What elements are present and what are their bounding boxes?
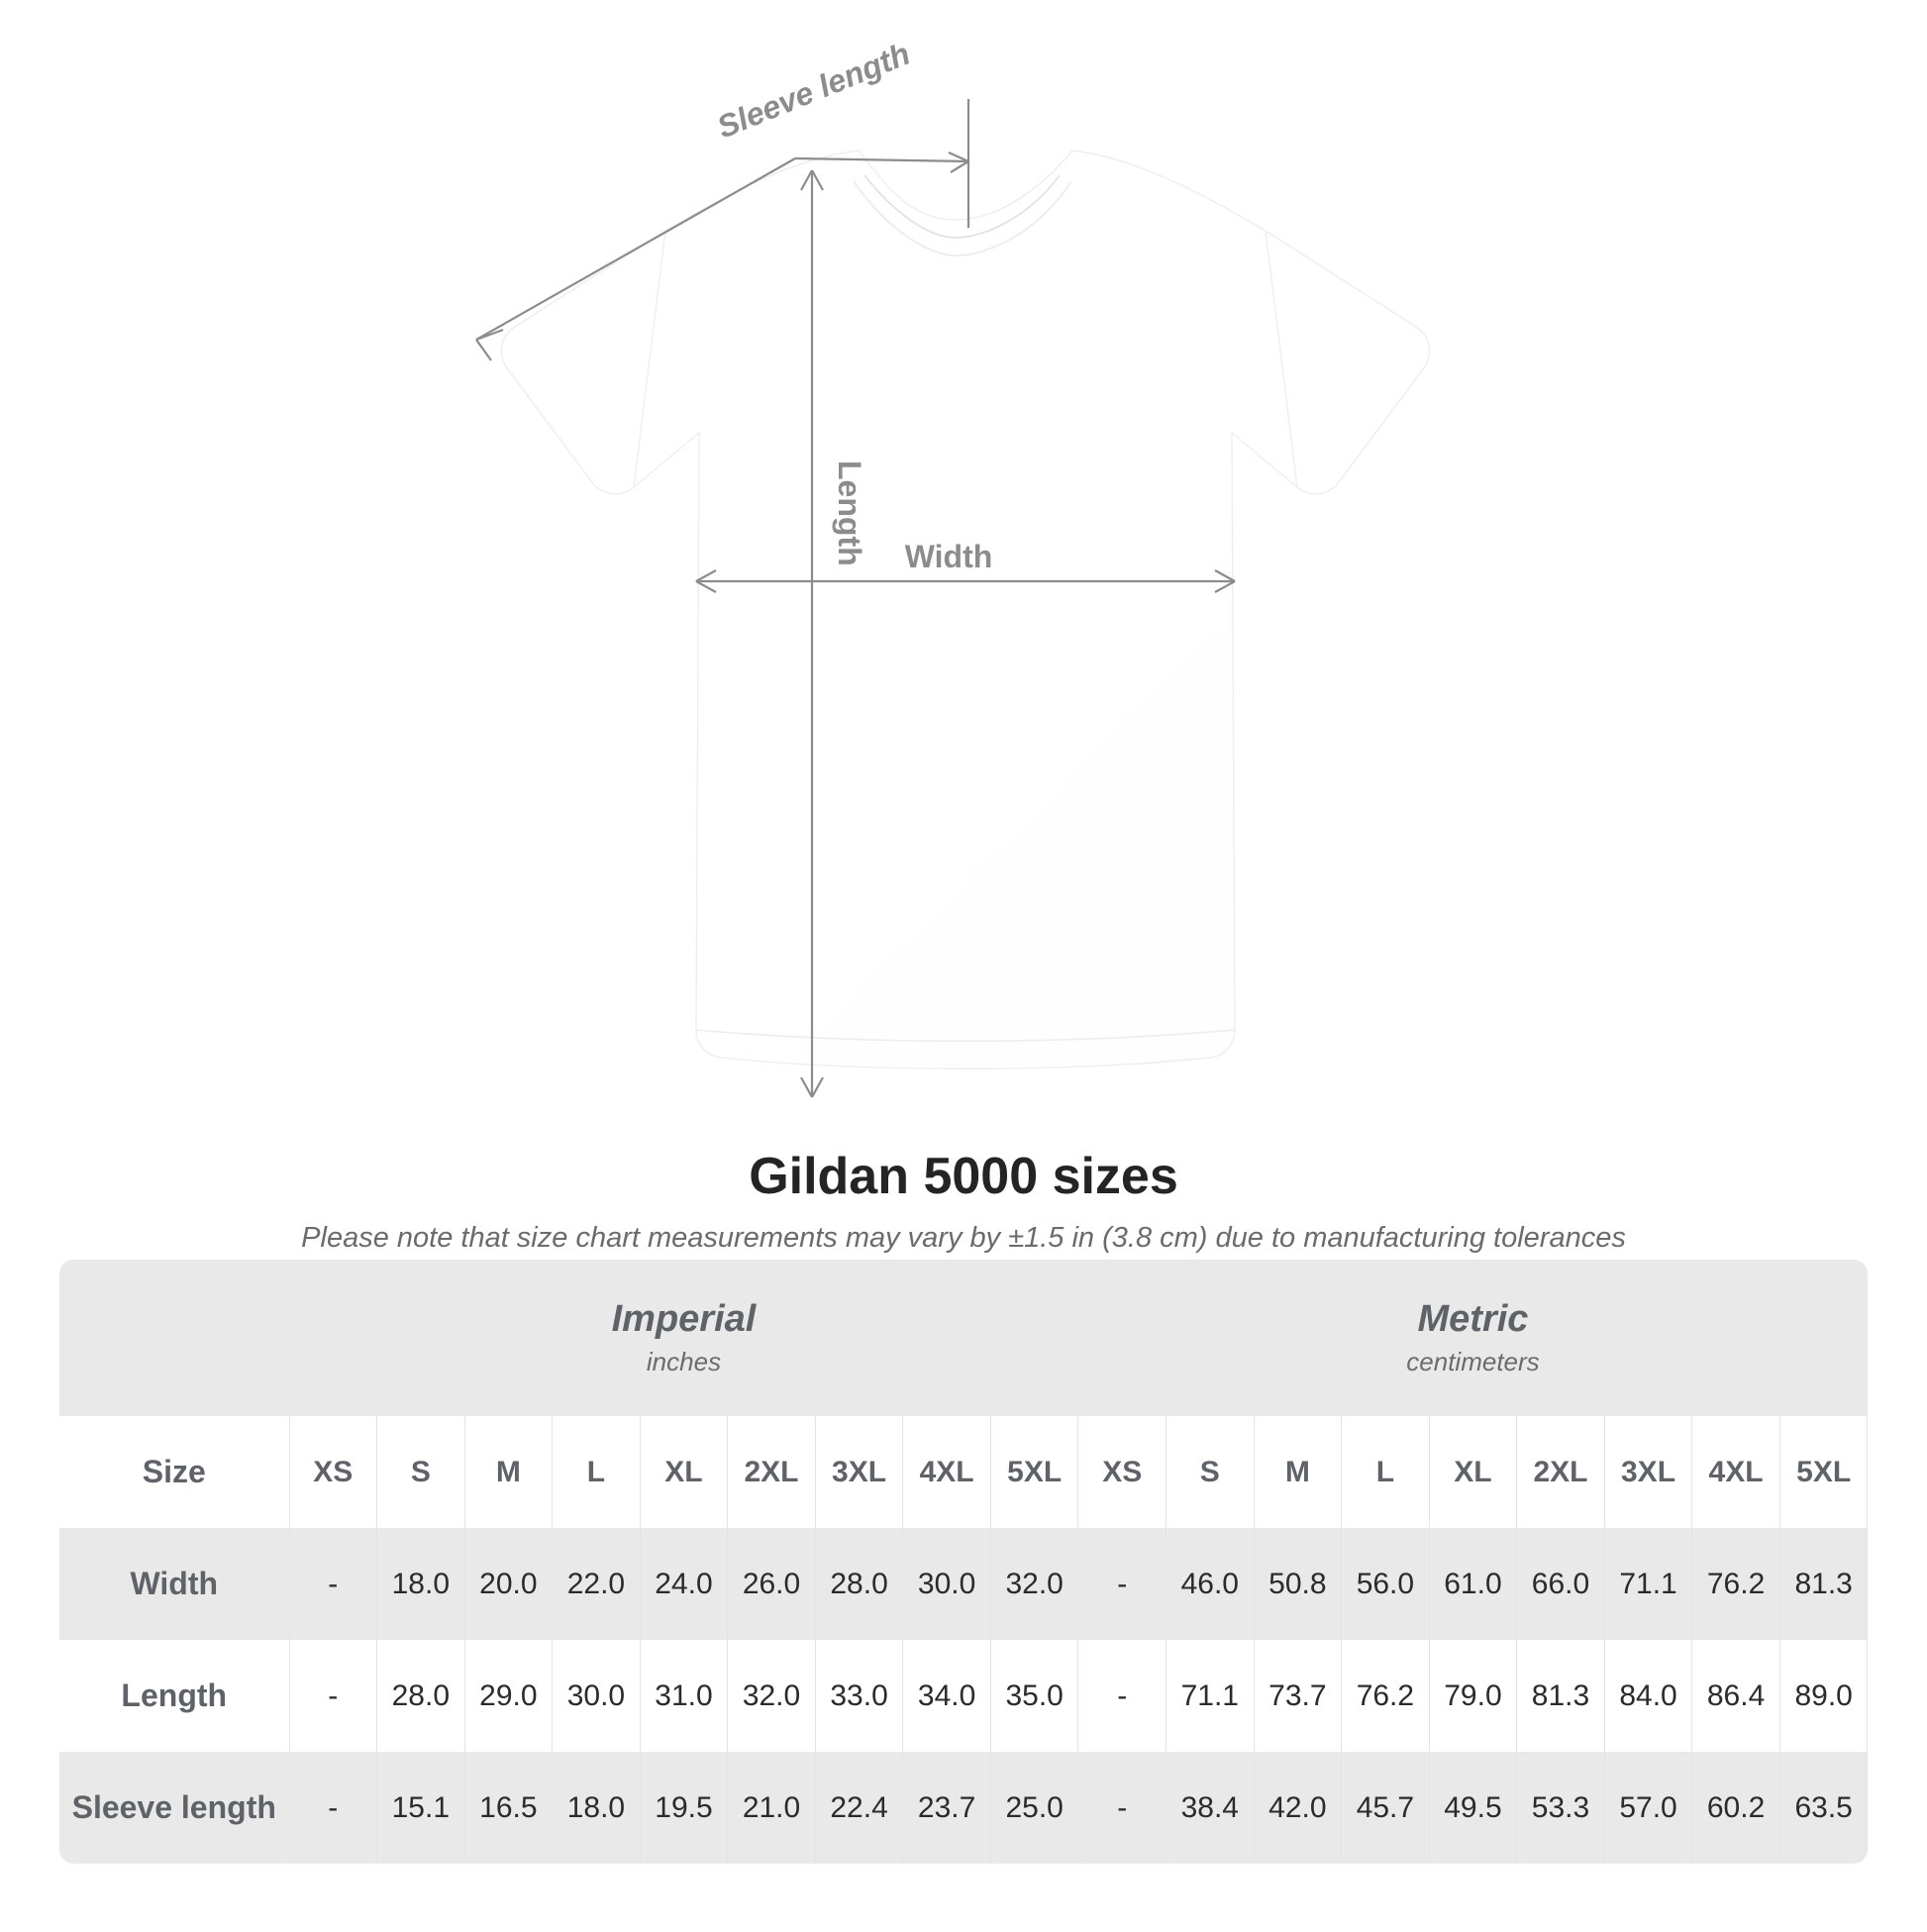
svg-text:Length: Length [832,460,867,566]
svg-text:Width: Width [905,539,993,574]
svg-text:Sleeve length: Sleeve length [712,36,915,146]
